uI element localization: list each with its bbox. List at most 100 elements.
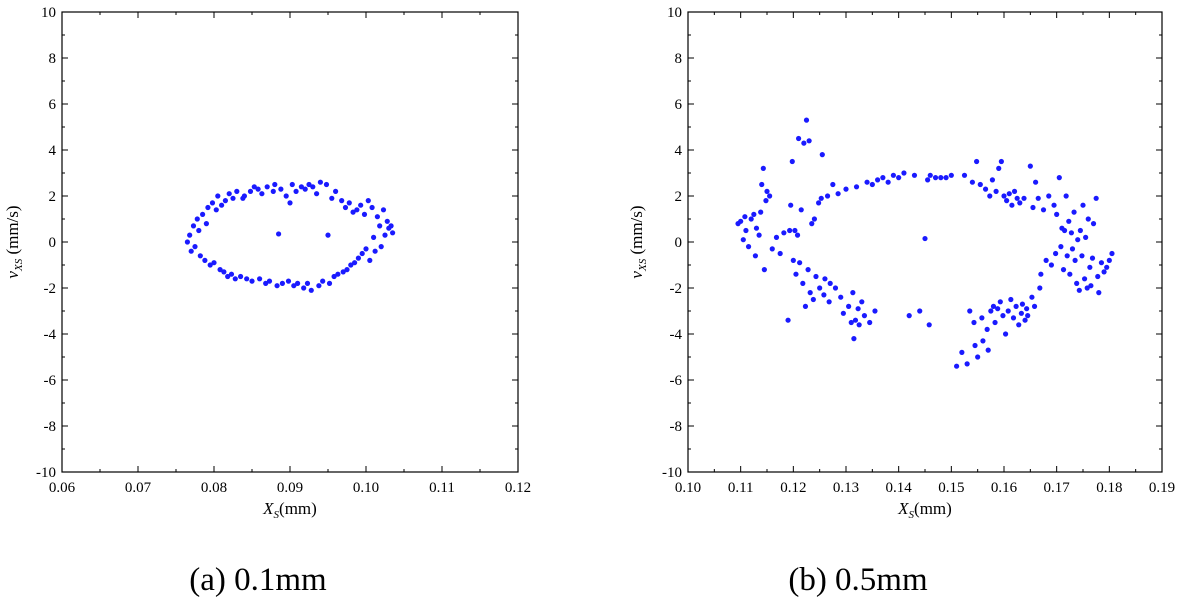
data-point-a (365, 198, 371, 204)
data-point-b (800, 280, 806, 286)
data-point-a (184, 239, 190, 245)
data-point-b (1013, 303, 1019, 309)
data-point-b (1075, 237, 1081, 243)
data-point-b (1030, 204, 1036, 211)
data-point-b (738, 218, 744, 224)
data-point-a (354, 207, 360, 213)
data-point-b (797, 260, 803, 266)
data-point-b (959, 349, 965, 355)
data-point-b (998, 158, 1004, 165)
data-point-b (896, 175, 902, 181)
data-point-b (763, 198, 769, 204)
x-axis-title-a: XS(mm) (262, 499, 317, 521)
data-point-a (371, 234, 377, 240)
data-point-a (355, 255, 361, 261)
data-point-b (821, 292, 827, 298)
data-point-b (990, 303, 997, 309)
data-point-a (194, 216, 200, 222)
y-tick-label-b: 10 (667, 5, 682, 21)
data-point-b (1077, 227, 1083, 234)
data-point-a (314, 191, 320, 197)
data-point-a (270, 188, 276, 194)
data-point-b (1109, 250, 1115, 257)
data-point-a (384, 218, 390, 224)
data-point-b (1046, 193, 1052, 199)
y-tick-label-a: -10 (36, 465, 56, 481)
data-point-b (943, 175, 949, 181)
data-point-b (1001, 193, 1007, 199)
x-tick-label-a: 0.06 (49, 480, 76, 496)
data-point-b (1079, 253, 1085, 259)
y-tick-label-b: -8 (670, 419, 683, 435)
data-point-b (1017, 200, 1023, 206)
y-tick-label-b: -10 (662, 465, 682, 481)
data-point-b (760, 165, 766, 171)
data-point-a (192, 244, 198, 250)
data-point-b (964, 361, 970, 367)
data-point-b (869, 181, 875, 188)
data-point-b (992, 319, 998, 326)
x-axis-title-main: X (262, 499, 274, 518)
data-point-b (1096, 290, 1102, 296)
data-point-b (830, 181, 836, 188)
data-point-b (1087, 264, 1093, 270)
data-point-a (276, 231, 282, 237)
data-point-a (289, 181, 295, 188)
data-point-a (308, 287, 314, 293)
data-point-b (997, 299, 1003, 305)
data-point-a (363, 246, 369, 252)
data-point-b (979, 315, 985, 321)
data-point-b (1076, 287, 1082, 293)
data-point-b (911, 172, 918, 178)
y-tick-label-b: 4 (675, 143, 683, 159)
y-tick-label-a: 2 (49, 189, 57, 205)
data-point-b (767, 193, 773, 199)
data-point-b (927, 172, 933, 178)
data-point-b (938, 175, 944, 181)
data-point-b (1090, 221, 1097, 227)
x-tick-label-b: 0.14 (886, 480, 913, 496)
data-point-b (743, 227, 749, 234)
y-tick-label-a: -4 (44, 327, 57, 343)
data-point-b (793, 271, 799, 277)
data-point-b (989, 177, 996, 183)
data-point-a (209, 200, 216, 206)
data-point-a (238, 273, 244, 280)
y-tick-label-a: -2 (44, 281, 57, 297)
data-point-b (792, 227, 798, 234)
data-point-b (816, 200, 822, 206)
data-point-a (287, 200, 293, 206)
data-point-b (788, 202, 794, 208)
data-point-b (1008, 296, 1014, 303)
data-point-a (317, 179, 323, 185)
data-point-b (761, 267, 767, 273)
data-point-b (974, 158, 980, 165)
data-point-b (781, 230, 787, 236)
data-point-b (850, 290, 856, 296)
data-point-b (972, 342, 978, 349)
data-point-b (975, 354, 981, 360)
data-point-a (350, 209, 356, 215)
data-point-b (1019, 301, 1026, 307)
data-point-a (188, 248, 194, 254)
data-point-a (301, 285, 307, 291)
data-point-b (1025, 313, 1031, 319)
plot-frame-b (687, 11, 1163, 473)
y-axis-title-sub: XS (13, 258, 25, 272)
data-point-a (207, 262, 213, 268)
data-point-b (1002, 331, 1009, 337)
data-point-b (925, 177, 931, 183)
data-point-b (822, 276, 828, 282)
x-tick-label-a: 0.07 (125, 480, 152, 496)
data-point-a (372, 248, 378, 254)
data-point-b (813, 273, 819, 280)
data-point-b (987, 193, 993, 199)
y-axis-title-b: vXS (mm/s) (627, 205, 649, 278)
data-point-b (1053, 250, 1059, 257)
data-point-b (1064, 253, 1070, 259)
data-point-a (221, 269, 227, 275)
data-point-a (310, 184, 316, 190)
data-point-b (917, 308, 923, 314)
data-point-b (790, 257, 796, 263)
data-point-b (748, 216, 754, 222)
